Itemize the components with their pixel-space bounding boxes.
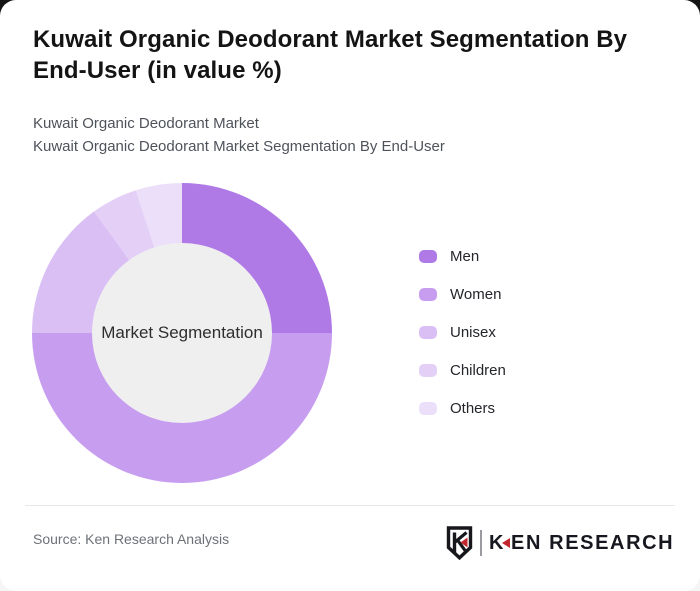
chart-title: Kuwait Organic Deodorant Market Segmenta…: [33, 26, 628, 84]
ken-research-shield-icon: [446, 526, 473, 560]
red-triangle-icon: [502, 538, 511, 548]
ken-research-logo: K EN RESEARCH: [446, 524, 674, 562]
legend-label: Others: [450, 399, 496, 417]
legend-swatch-icon: [419, 363, 437, 377]
donut-hole: Market Segmentation: [92, 243, 272, 423]
legend-item[interactable]: Women: [419, 275, 506, 313]
source-text: Source: Ken Research Analysis: [33, 531, 230, 547]
legend-label: Women: [450, 285, 502, 303]
legend-swatch-icon: [419, 249, 437, 263]
legend-swatch-icon: [419, 325, 437, 339]
brand-letter-k: K: [489, 531, 506, 554]
logo-divider: [480, 530, 482, 556]
brand-rest: EN RESEARCH: [511, 531, 675, 554]
legend-label: Children: [450, 361, 506, 379]
legend-swatch-icon: [419, 287, 437, 301]
legend-label: Men: [450, 247, 480, 265]
legend-item[interactable]: Unisex: [419, 313, 506, 351]
subtitle-line-2: Kuwait Organic Deodorant Market Segmenta…: [33, 138, 445, 155]
chart-legend: Men Women Unisex Children Others: [419, 237, 506, 427]
subtitle-line-1: Kuwait Organic Deodorant Market: [33, 115, 259, 132]
legend-swatch-icon: [419, 401, 437, 415]
chart-subtitle: Kuwait Organic Deodorant Market Kuwait O…: [33, 112, 445, 158]
legend-item[interactable]: Men: [419, 237, 506, 275]
brand-wordmark: K EN RESEARCH: [489, 532, 674, 555]
legend-item[interactable]: Children: [419, 351, 506, 389]
donut-center-label: Market Segmentation: [101, 323, 263, 342]
donut-chart[interactable]: Market Segmentation: [32, 183, 332, 483]
legend-label: Unisex: [450, 323, 496, 341]
legend-item[interactable]: Others: [419, 389, 506, 427]
footer-divider: [25, 505, 675, 506]
